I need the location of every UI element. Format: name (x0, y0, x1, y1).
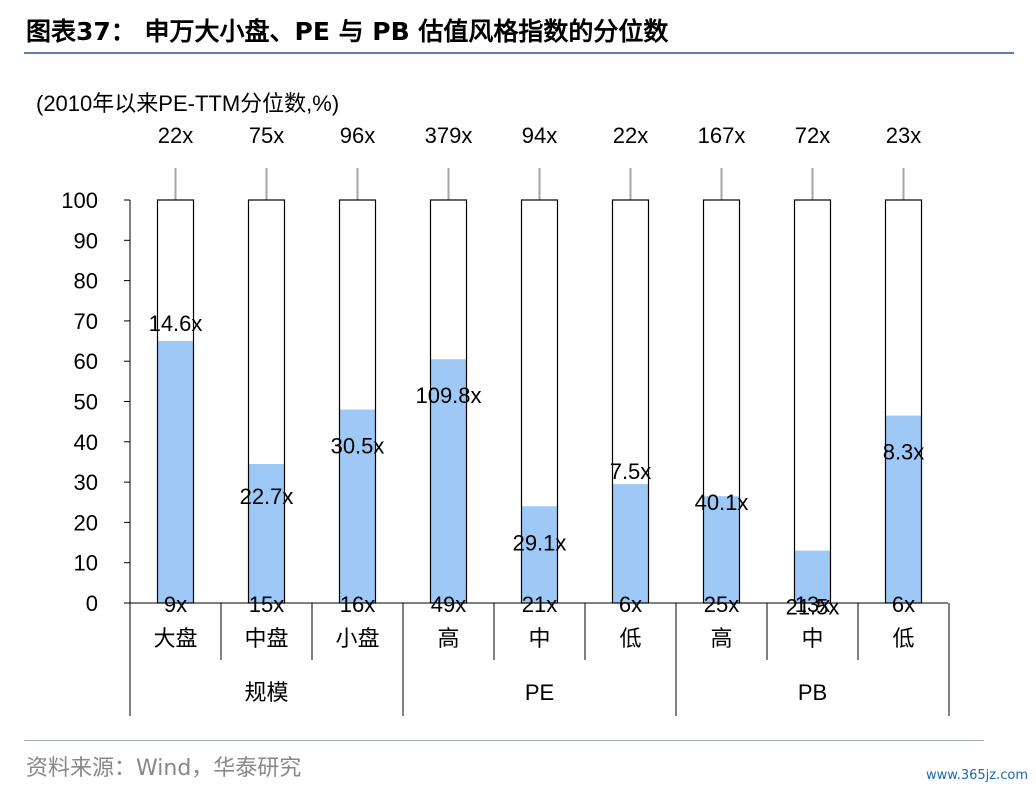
current-value-label: 29.1x (513, 530, 567, 555)
group-label: PB (798, 680, 827, 705)
y-tick-label: 90 (74, 228, 98, 253)
max-value-label: 75x (249, 123, 284, 148)
watermark: www.365jz.com (926, 768, 1028, 783)
max-value-label: 379x (425, 123, 473, 148)
y-tick-label: 20 (74, 510, 98, 535)
figure-title: 图表37： 申万大小盘、PE 与 PB 估值风格指数的分位数 (26, 17, 669, 46)
y-tick-label: 30 (74, 470, 98, 495)
current-value-label: 7.5x (610, 459, 652, 484)
min-value-label: 6x (892, 592, 915, 617)
current-value-label: 14.6x (149, 311, 203, 336)
min-value-label: 25x (704, 592, 739, 617)
group-label: 规模 (244, 681, 288, 706)
current-value-label: 30.5x (331, 434, 385, 459)
max-value-label: 72x (795, 123, 830, 148)
min-value-label: 9x (164, 592, 187, 617)
max-value-label: 23x (886, 123, 921, 148)
min-value-label: 21x (522, 592, 557, 617)
min-value-label: 15x (249, 592, 284, 617)
current-value-label: 22.7x (240, 484, 294, 509)
min-value-label: 6x (619, 592, 642, 617)
y-tick-label: 70 (74, 309, 98, 334)
percentile-bar (157, 341, 194, 603)
category-label: 中 (801, 627, 823, 652)
group-label: PE (525, 680, 554, 705)
unit-label: (2010年以来PE-TTM分位数,%) (36, 91, 339, 116)
max-value-label: 96x (340, 123, 375, 148)
category-label: 低 (892, 627, 914, 652)
percentile-bar (794, 550, 831, 603)
title-divider (24, 52, 1014, 54)
percentile-bar (248, 463, 285, 603)
percentile-bar (885, 415, 922, 603)
bars (156, 168, 923, 604)
min-value-label: 49x (431, 592, 466, 617)
min-value-label: 16x (340, 592, 375, 617)
min-value-label: 13x (795, 592, 830, 617)
source-divider (24, 740, 984, 741)
category-axis: 大盘 中盘 小盘 高 中 低 高 中 低规模 PE PB (129, 602, 950, 716)
y-tick-label: 0 (86, 591, 98, 616)
max-value-label: 167x (698, 123, 746, 148)
y-tick-label: 40 (74, 430, 98, 455)
source-note: 资料来源：Wind，华泰研究 (26, 756, 302, 781)
y-tick-label: 100 (61, 188, 98, 213)
percentile-bar (339, 409, 376, 603)
category-label: 高 (710, 627, 732, 652)
y-tick-label: 60 (74, 349, 98, 374)
percentile-bar (703, 496, 740, 603)
max-value-label: 22x (613, 123, 648, 148)
range-bar-outline (793, 199, 832, 604)
current-value-label: 8.3x (883, 440, 925, 465)
y-tick-label: 50 (74, 390, 98, 415)
current-value-label: 21.5x (786, 595, 840, 620)
category-label: 高 (437, 627, 459, 652)
percentile-bar (612, 484, 649, 603)
data-labels: 22x 14.6x 9x 75x 22.7x 15x 96x 30.5x 16x 379x 109.… (149, 123, 925, 620)
category-label: 大盘 (153, 627, 197, 652)
current-value-label: 109.8x (415, 383, 481, 408)
category-label: 低 (619, 627, 641, 652)
percentile-bar-chart: (2010年以来PE-TTM分位数,%) 0 10 20 30 40 50 60 70 80 90… (36, 91, 950, 716)
y-tick-label: 80 (74, 269, 98, 294)
percentile-bar (430, 359, 467, 603)
category-label: 中 (528, 627, 550, 652)
current-value-label: 40.1x (695, 490, 749, 515)
max-value-label: 22x (158, 123, 193, 148)
axes: 0 10 20 30 40 50 60 70 80 90 100 (61, 188, 131, 616)
max-value-label: 94x (522, 123, 557, 148)
percentile-bar (521, 506, 558, 603)
category-label: 中盘 (244, 627, 288, 652)
category-label: 小盘 (335, 627, 379, 652)
y-tick-label: 10 (74, 551, 98, 576)
